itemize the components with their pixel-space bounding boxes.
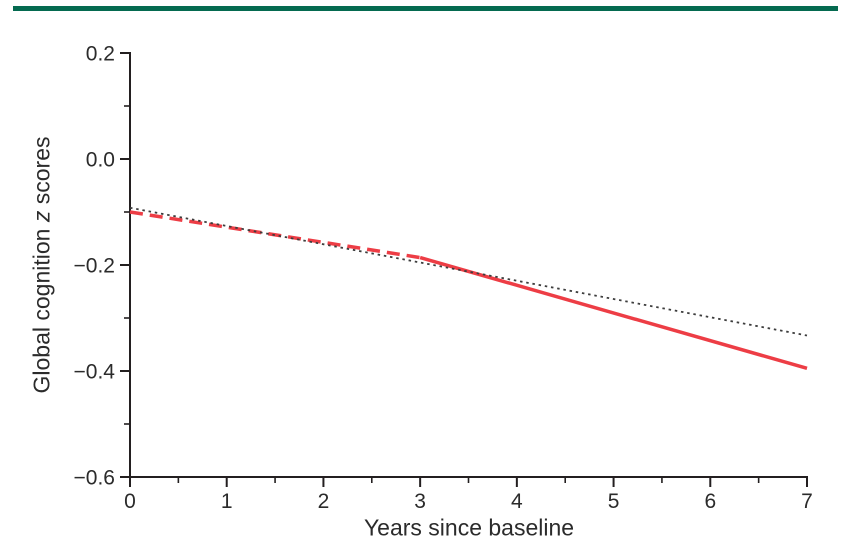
x-tick-label: 3 <box>414 490 426 513</box>
y-axis-title: Global cognition z scores <box>29 137 56 394</box>
y-tick-label: −0.4 <box>74 361 116 384</box>
series-expected-trajectory-dotted <box>129 206 808 337</box>
journal-rule <box>13 6 838 11</box>
y-axis-title-text: scores <box>28 136 55 211</box>
x-tick-label: 2 <box>318 490 330 513</box>
y-tick-label: 0.2 <box>86 43 115 66</box>
y-tick-label: −0.2 <box>74 255 115 278</box>
x-axis-title: Years since baseline <box>363 514 575 541</box>
x-tick-label: 6 <box>704 490 716 513</box>
x-tick-label: 0 <box>124 490 136 513</box>
x-tick-label: 7 <box>801 490 813 513</box>
x-tick-label: 5 <box>608 490 620 513</box>
y-tick-label: −0.6 <box>74 467 115 490</box>
x-tick-label: 4 <box>511 490 523 513</box>
x-tick-label: 1 <box>221 490 233 513</box>
y-axis-title-italic-z: z <box>28 210 55 223</box>
series-cognition-trajectory-dashed-segment <box>129 210 421 260</box>
y-axis-title-text: Global cognition <box>28 222 55 394</box>
series-cognition-trajectory-solid-segment <box>419 255 808 371</box>
y-tick-label: 0.0 <box>86 149 115 172</box>
